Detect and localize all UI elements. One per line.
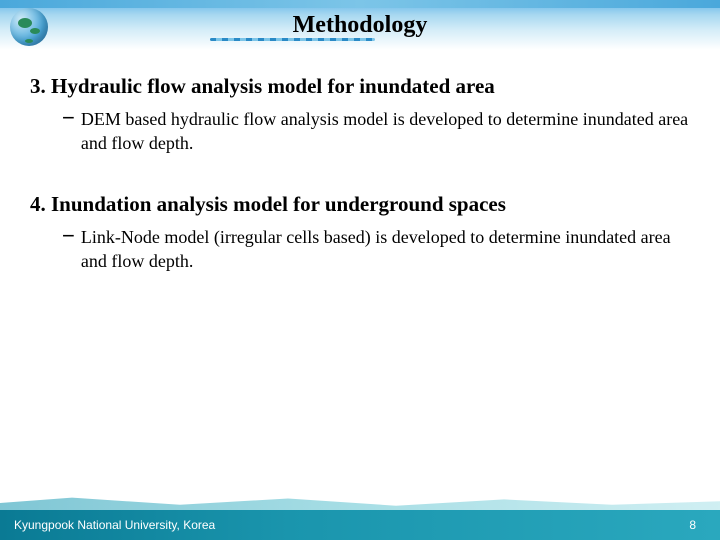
footer-bar: Kyungpook National University, Korea 8 (0, 510, 720, 540)
globe-icon (10, 8, 48, 46)
bullet-row: − DEM based hydraulic flow analysis mode… (62, 107, 690, 156)
slide-footer: Kyungpook National University, Korea 8 (0, 496, 720, 540)
footer-institution: Kyungpook National University, Korea (14, 518, 215, 532)
bullet-text-4: Link-Node model (irregular cells based) … (81, 225, 690, 274)
page-number: 8 (689, 518, 696, 532)
slide-content: 3. Hydraulic flow analysis model for inu… (0, 50, 720, 273)
section-heading-4: 4. Inundation analysis model for undergr… (30, 192, 690, 217)
bullet-text-3: DEM based hydraulic flow analysis model … (81, 107, 690, 156)
bullet-row: − Link-Node model (irregular cells based… (62, 225, 690, 274)
dash-icon: − (62, 225, 75, 247)
title-underline (210, 38, 375, 41)
slide-header: Methodology (0, 0, 720, 50)
dash-icon: − (62, 107, 75, 129)
section-heading-3: 3. Hydraulic flow analysis model for inu… (30, 74, 690, 99)
slide-title: Methodology (293, 12, 428, 39)
